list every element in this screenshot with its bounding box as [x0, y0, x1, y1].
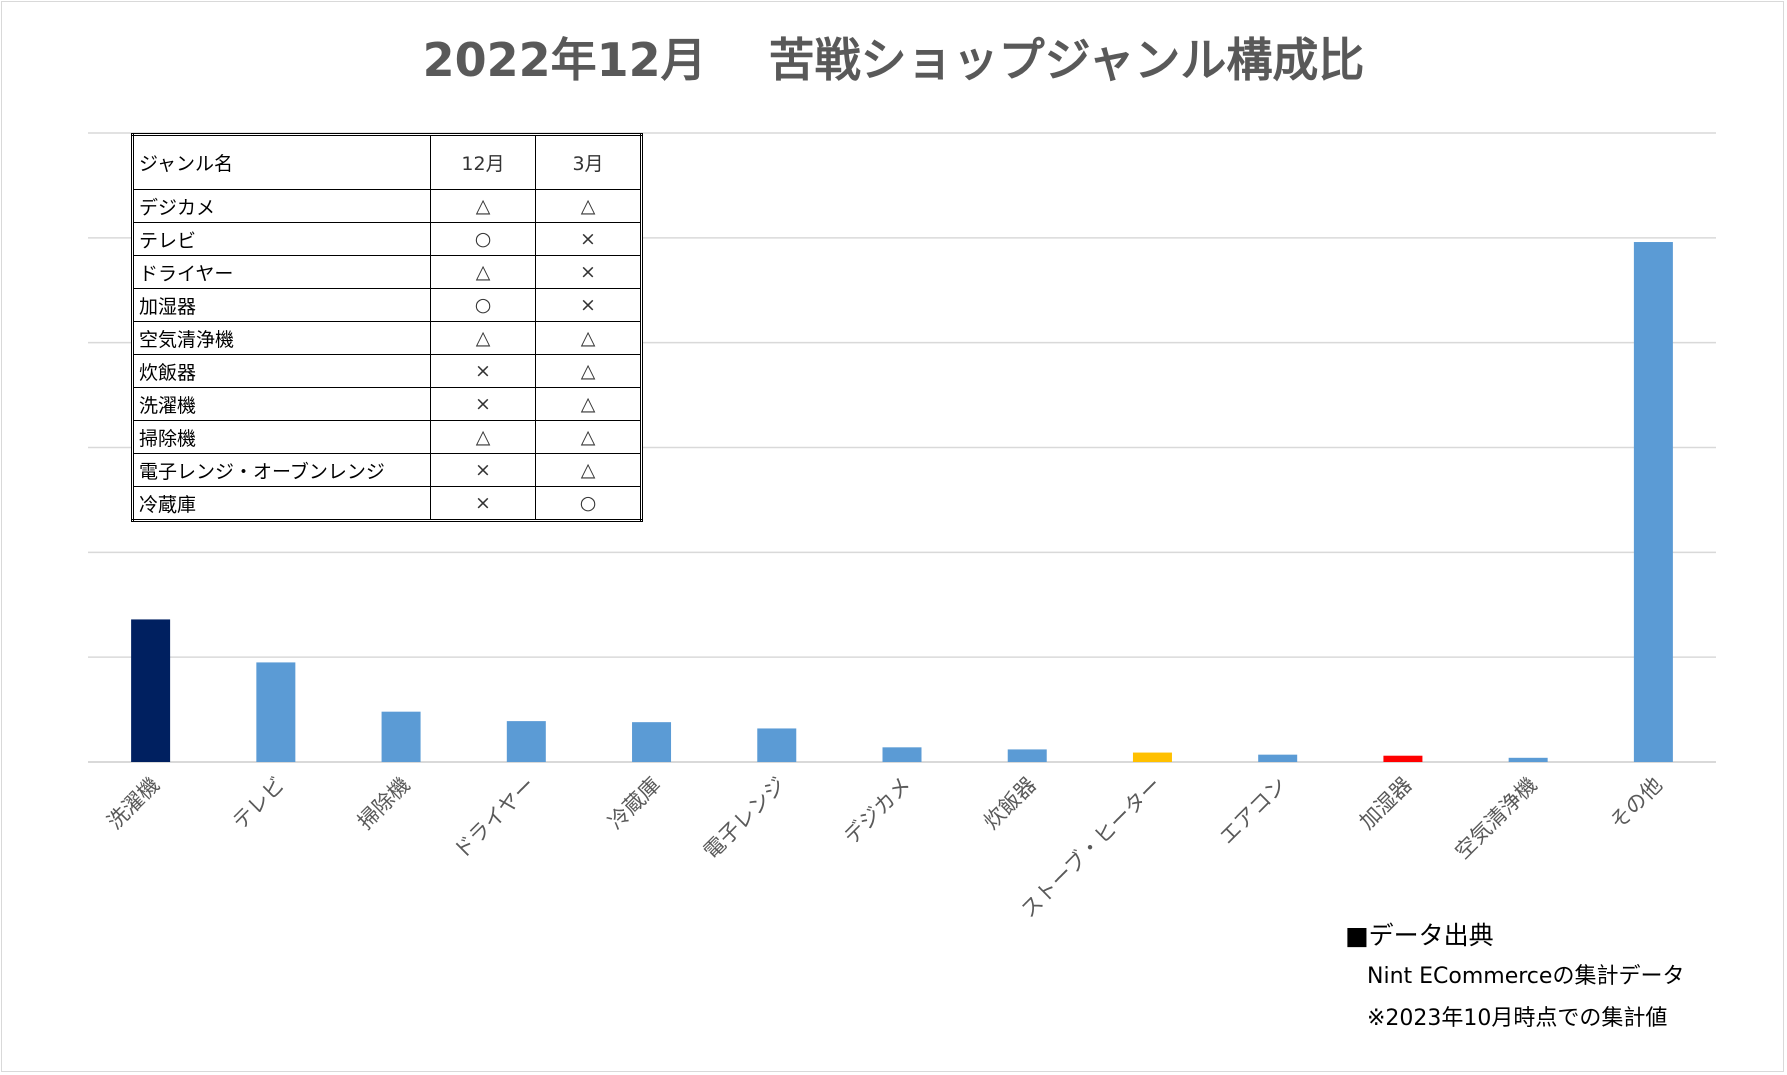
bar [757, 728, 797, 762]
table-header-cell: ジャンル名 [132, 134, 431, 190]
mar-mark-cell: × [535, 255, 642, 289]
x-tick-label: 炊飯器 [979, 773, 1041, 835]
mar-mark-cell: ○ [535, 486, 642, 521]
bar [1633, 242, 1673, 762]
dec-mark-cell: △ [430, 321, 536, 355]
x-tick-label: ドライヤー [449, 773, 540, 864]
x-tick-label: その他 [1605, 773, 1667, 835]
mar-mark-cell: △ [535, 189, 642, 223]
x-tick-label: 加湿器 [1355, 773, 1417, 835]
bar [1007, 749, 1047, 762]
source-heading: ■データ出典 [1345, 921, 1494, 950]
genre-name-cell: 冷蔵庫 [132, 486, 431, 521]
mar-mark-cell: × [535, 288, 642, 322]
genre-name-cell: デジカメ [132, 189, 431, 223]
bar [1508, 757, 1548, 762]
table-row: 電子レンジ・オーブンレンジ × △ [132, 453, 642, 487]
bar [882, 747, 922, 762]
mar-mark-cell: × [535, 222, 642, 256]
table-row: 冷蔵庫 × ○ [132, 486, 642, 521]
genre-name-cell: 炊飯器 [132, 354, 431, 388]
x-tick-label: エアコン [1215, 773, 1291, 849]
mar-mark-cell: △ [535, 354, 642, 388]
mar-mark-cell: △ [535, 387, 642, 421]
genre-name-cell: 電子レンジ・オーブンレンジ [132, 453, 431, 487]
dec-mark-cell: × [430, 486, 536, 521]
dec-mark-cell: ○ [430, 288, 536, 322]
table-row: 炊飯器 × △ [132, 354, 642, 388]
mar-mark-cell: △ [535, 420, 642, 454]
genre-name-cell: テレビ [132, 222, 431, 256]
genre-name-cell: 加湿器 [132, 288, 431, 322]
x-tick-label: 洗濯機 [103, 773, 165, 835]
genre-name-cell: ドライヤー [132, 255, 431, 289]
bar [131, 619, 171, 762]
dec-mark-cell: △ [430, 189, 536, 223]
table-row: テレビ ○ × [132, 222, 642, 256]
dec-mark-cell: × [430, 387, 536, 421]
dec-mark-cell: ○ [430, 222, 536, 256]
x-tick-label: 空気清浄機 [1450, 773, 1541, 864]
genre-name-cell: 掃除機 [132, 420, 431, 454]
x-tick-label: ストーブ・ヒーター [1016, 773, 1166, 923]
table-row: ドライヤー △ × [132, 255, 642, 289]
x-tick-label: 冷蔵庫 [604, 773, 666, 835]
bar [506, 721, 546, 762]
bar [256, 662, 296, 762]
genre-name-cell: 洗濯機 [132, 387, 431, 421]
bar [381, 711, 421, 762]
x-tick-label: デジカメ [839, 773, 915, 849]
x-tick-label: テレビ [228, 773, 290, 835]
dec-mark-cell: △ [430, 255, 536, 289]
dec-mark-cell: × [430, 354, 536, 388]
table-row: 洗濯機 × △ [132, 387, 642, 421]
genre-name-cell: 空気清浄機 [132, 321, 431, 355]
genre-table: ジャンル名 12月 3月 デジカメ △ △ テレビ ○ × ドライヤー △ × 加湿器 ○ × 空気清浄機 △ △… [131, 133, 643, 522]
dec-mark-cell: △ [430, 420, 536, 454]
table-row: 空気清浄機 △ △ [132, 321, 642, 355]
table-row: 掃除機 △ △ [132, 420, 642, 454]
bar [1132, 752, 1172, 762]
mar-mark-cell: △ [535, 453, 642, 487]
chart-title: 2022年12月 苦戦ショップジャンル構成比 [422, 33, 1365, 87]
bar [632, 722, 672, 762]
bar [1258, 754, 1298, 762]
source-line-2: ※2023年10月時点での集計値 [1367, 1006, 1668, 1031]
dec-mark-cell: × [430, 453, 536, 487]
x-tick-label: 掃除機 [353, 773, 415, 835]
x-tick-label: 電子レンジ [699, 773, 790, 864]
table-row: 加湿器 ○ × [132, 288, 642, 322]
source-line-1: Nint ECommerceの集計データ [1367, 964, 1685, 989]
data-source-note: ■データ出典 Nint ECommerceの集計データ ※2023年10月時点で… [1345, 916, 1684, 1040]
table-header-cell: 12月 [430, 134, 536, 190]
table-header-row: ジャンル名 12月 3月 [132, 134, 642, 190]
bar [1383, 755, 1423, 762]
mar-mark-cell: △ [535, 321, 642, 355]
table-row: デジカメ △ △ [132, 189, 642, 223]
table-header-cell: 3月 [535, 134, 642, 190]
